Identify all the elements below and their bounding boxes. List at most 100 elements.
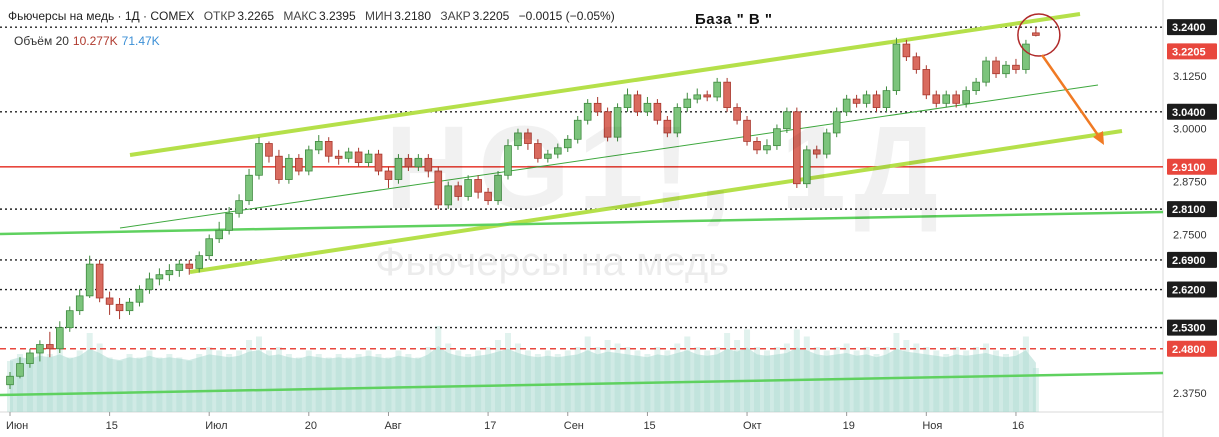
- candle-body: [494, 174, 502, 202]
- volume-bar: [236, 350, 243, 412]
- time-tick-label: 15: [643, 420, 655, 432]
- price-tick-label: 3.1250: [1173, 71, 1207, 83]
- volume-bar: [475, 350, 482, 412]
- candle-body: [1012, 64, 1020, 70]
- volume-bar: [96, 343, 103, 412]
- level-badge-label: 2.6200: [1172, 285, 1206, 297]
- candle-body: [354, 151, 363, 163]
- volume-bar: [983, 343, 990, 412]
- level-badge: [1167, 19, 1217, 36]
- volume-bar: [933, 350, 940, 412]
- candle-body: [165, 270, 174, 276]
- volume-bar: [654, 347, 661, 412]
- volume-bar: [684, 336, 691, 412]
- candle-body: [842, 98, 851, 113]
- time-tick-label: 17: [484, 420, 496, 432]
- price-tick-label: 2.7500: [1173, 230, 1207, 242]
- volume-bar: [1022, 336, 1029, 412]
- candle-body: [573, 119, 582, 140]
- volume-bar: [16, 354, 23, 412]
- candle-body: [832, 111, 841, 134]
- level-badge-label: 3.0400: [1172, 107, 1206, 119]
- candle-body: [743, 119, 751, 142]
- channel-lower-line: [189, 129, 1123, 274]
- volume-bar: [455, 350, 462, 412]
- volume-bar: [295, 357, 302, 412]
- candle-body: [474, 179, 482, 193]
- level-badge-label: 2.4800: [1172, 344, 1206, 356]
- candle-body: [334, 155, 343, 159]
- price-tick-label: 3.0000: [1173, 124, 1207, 136]
- volume-bar: [66, 357, 73, 412]
- candle-body: [563, 138, 572, 149]
- volume-bar: [106, 357, 113, 412]
- candle-body: [534, 143, 542, 159]
- candle-body: [554, 147, 562, 155]
- candle-body: [324, 141, 333, 157]
- candle-body: [922, 69, 931, 96]
- volume-bar: [315, 354, 322, 412]
- candle-body: [6, 375, 14, 386]
- volume-bar: [793, 329, 800, 412]
- candle-body: [384, 170, 393, 180]
- candle-body: [663, 119, 672, 134]
- candle-body: [255, 143, 263, 176]
- candle-body: [603, 111, 612, 138]
- candle-body: [872, 94, 881, 108]
- volume-bar: [893, 333, 900, 412]
- candle-body: [95, 263, 104, 299]
- volume-bar: [943, 354, 950, 412]
- candle-body: [593, 102, 602, 113]
- high-label: МАКС: [283, 9, 317, 23]
- channel-upper-line: [129, 12, 1081, 157]
- volume-bar: [1032, 368, 1039, 412]
- candle-body: [623, 94, 632, 108]
- volume-bar: [136, 357, 143, 412]
- volume-bar: [823, 350, 830, 412]
- channel-mid-line: [119, 84, 1099, 229]
- candle-body: [295, 157, 303, 172]
- volume-ma-value: 71.47K: [121, 34, 160, 48]
- candle-body: [992, 60, 1000, 75]
- volume-bar: [614, 343, 621, 412]
- volume-bar: [256, 336, 262, 412]
- volume-bar: [524, 350, 531, 412]
- candle-body: [892, 43, 901, 92]
- candle-body: [195, 255, 204, 269]
- candle-body: [653, 102, 662, 121]
- support-line-lower: [0, 371, 1164, 397]
- candle-body: [693, 94, 702, 100]
- candle-body: [902, 43, 911, 58]
- level-badge-label: 2.5300: [1172, 323, 1206, 335]
- level-badge-label: 2.9100: [1172, 162, 1206, 174]
- candle-body: [314, 141, 323, 151]
- volume-bar: [86, 333, 93, 412]
- candle-body: [304, 149, 313, 172]
- volume-bar: [993, 350, 1000, 412]
- volume-bar: [534, 354, 541, 412]
- level-badge: [1167, 319, 1217, 336]
- candle-body: [583, 102, 592, 121]
- candle-body: [882, 90, 891, 108]
- volume-bar: [594, 347, 601, 412]
- candle-body: [454, 185, 462, 197]
- candle-body: [434, 170, 443, 206]
- forecast-arrow-line: [1040, 54, 1102, 139]
- candle-body: [125, 301, 134, 312]
- low-label: МИН: [365, 9, 393, 23]
- candle-body: [75, 295, 84, 312]
- volume-bar: [206, 347, 213, 412]
- candle-body: [115, 303, 124, 312]
- volume-bar: [445, 343, 452, 412]
- volume-bar: [724, 333, 731, 412]
- volume-bar: [544, 350, 551, 412]
- volume-bar: [1012, 350, 1019, 412]
- chart-header: Фьючерсы на медь · 1Д · COMEX ОТКР 3.2265…: [8, 9, 621, 23]
- candle-body: [245, 174, 253, 202]
- candle-body: [225, 212, 233, 231]
- candle-body: [374, 153, 383, 172]
- highlight-circle: [1017, 13, 1061, 57]
- level-badge-label: 2.8100: [1172, 204, 1206, 216]
- candle-body: [673, 107, 682, 134]
- volume-bar: [674, 343, 681, 412]
